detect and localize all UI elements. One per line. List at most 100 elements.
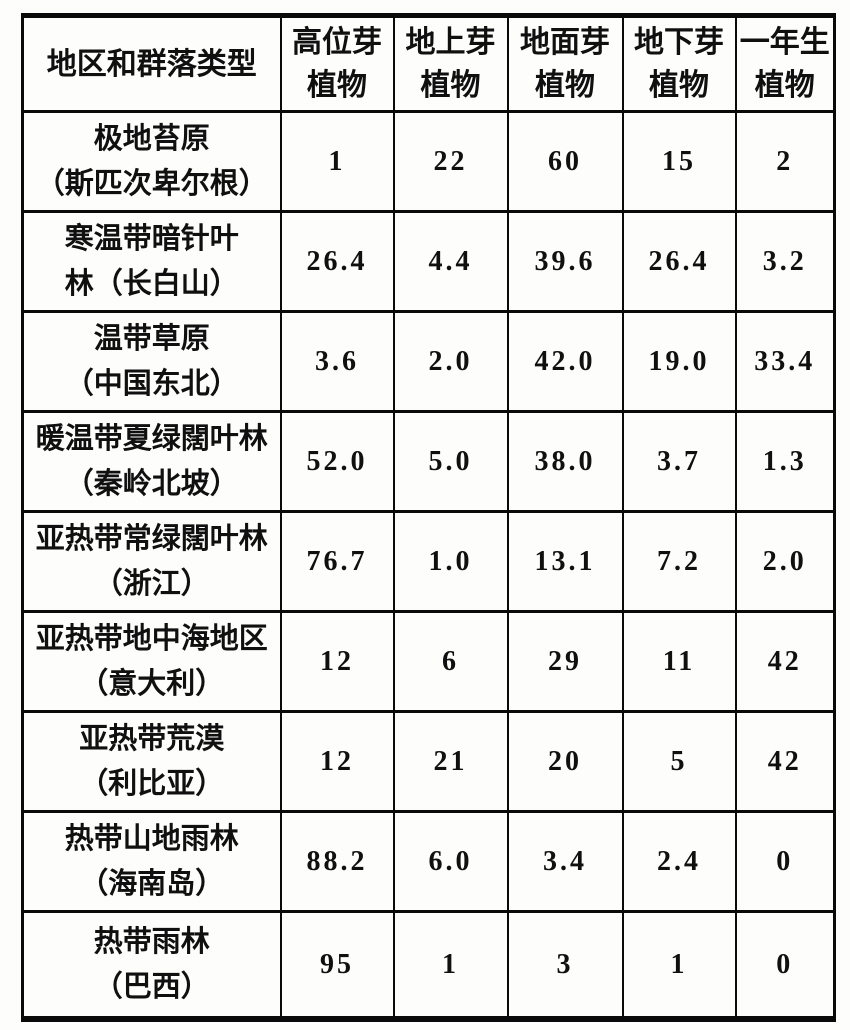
value-cell: 1.0	[392, 510, 509, 613]
table-row: 亚热带常绿闊叶林 （浙江） 76.7 1.0 13.1 7.2 2.0	[21, 510, 836, 613]
region-cell: 暖温带夏绿闊叶林 （秦岭北坡）	[21, 410, 282, 513]
value-cell: 6	[392, 610, 509, 713]
region-name: 亚热带地中海地区	[35, 622, 268, 655]
value-cell: 39.6	[506, 210, 624, 313]
value-cell: 88.2	[279, 810, 395, 913]
region-cell: 亚热带地中海地区 （意大利）	[21, 610, 282, 713]
value-cell: 52.0	[279, 410, 395, 513]
table-row: 亚热带地中海地区 （意大利） 12 6 29 11 42	[21, 610, 836, 713]
value-cell: 2	[734, 110, 836, 213]
region-cell: 亚热带常绿闊叶林 （浙江）	[21, 510, 282, 613]
value-cell: 3.2	[734, 210, 836, 313]
value-cell: 13.1	[506, 510, 624, 613]
value-cell: 3	[506, 910, 624, 1021]
region-name: 亚热带常绿闊叶林	[35, 522, 268, 555]
col-header-geophytes: 地下芽 植物	[621, 14, 737, 113]
col-header-region-type: 地区和群落类型	[21, 14, 282, 113]
region-name: 极地苔原	[93, 122, 210, 155]
region-name: 亚热带荒漠	[79, 722, 225, 755]
value-cell: 6.0	[392, 810, 509, 913]
value-cell: 2.4	[621, 810, 737, 913]
value-cell: 29	[506, 610, 624, 713]
value-cell: 0	[734, 910, 836, 1021]
value-cell: 7.2	[621, 510, 737, 613]
value-cell: 60	[506, 110, 624, 213]
value-cell: 3.4	[506, 810, 624, 913]
table-row: 极地苔原 （斯匹次卑尔根） 1 22 60 15 2	[21, 110, 836, 213]
value-cell: 1	[279, 110, 395, 213]
table-row: 暖温带夏绿闊叶林 （秦岭北坡） 52.0 5.0 38.0 3.7 1.3	[21, 410, 836, 513]
header-label: 地上芽	[405, 26, 496, 59]
header-label: 地区和群落类型	[46, 47, 257, 81]
value-cell: 42.0	[506, 310, 624, 413]
region-cell: 寒温带暗针叶 林（长白山）	[21, 210, 282, 313]
region-cell: 热带山地雨林 （海南岛）	[21, 810, 282, 913]
value-cell: 4.4	[392, 210, 509, 313]
region-cell: 极地苔原 （斯匹次卑尔根）	[21, 110, 282, 213]
region-name: 温带草原	[93, 322, 210, 355]
value-cell: 1	[621, 910, 737, 1021]
col-header-therophytes: 一年生 植物	[734, 14, 836, 113]
value-cell: 26.4	[279, 210, 395, 313]
value-cell: 3.7	[621, 410, 737, 513]
header-label: 植物	[535, 69, 595, 102]
value-cell: 95	[279, 910, 395, 1021]
value-cell: 21	[392, 710, 509, 813]
value-cell: 1	[392, 910, 509, 1021]
value-cell: 5	[621, 710, 737, 813]
region-location: （秦岭北坡）	[64, 467, 239, 500]
value-cell: 33.4	[734, 310, 836, 413]
header-label: 植物	[754, 69, 815, 102]
region-name: 寒温带暗针叶	[64, 222, 239, 255]
region-location: （中国东北）	[64, 367, 239, 400]
value-cell: 76.7	[279, 510, 395, 613]
region-location: （巴西）	[93, 970, 210, 1003]
region-name: 暖温带夏绿闊叶林	[35, 422, 268, 455]
value-cell: 15	[621, 110, 737, 213]
value-cell: 1.3	[734, 410, 836, 513]
region-location: 林（长白山）	[64, 267, 239, 300]
value-cell: 42	[734, 610, 836, 713]
value-cell: 2.0	[734, 510, 836, 613]
header-label: 地下芽	[634, 26, 724, 59]
value-cell: 42	[734, 710, 836, 813]
region-location: （海南岛）	[79, 867, 225, 900]
value-cell: 5.0	[392, 410, 509, 513]
value-cell: 22	[392, 110, 509, 213]
region-location: （意大利）	[79, 667, 225, 700]
header-label: 植物	[420, 69, 481, 102]
value-cell: 11	[621, 610, 737, 713]
region-cell: 热带雨林 （巴西）	[21, 910, 282, 1021]
value-cell: 2.0	[392, 310, 509, 413]
region-location: （斯匹次卑尔根）	[35, 167, 268, 200]
region-name: 热带雨林	[93, 925, 210, 958]
value-cell: 0	[734, 810, 836, 913]
region-cell: 亚热带荒漠 （利比亚）	[21, 710, 282, 813]
table-row: 热带山地雨林 （海南岛） 88.2 6.0 3.4 2.4 0	[21, 810, 836, 913]
header-label: 地面芽	[520, 26, 610, 59]
value-cell: 12	[279, 710, 395, 813]
value-cell: 26.4	[621, 210, 737, 313]
value-cell: 38.0	[506, 410, 624, 513]
value-cell: 12	[279, 610, 395, 713]
life-form-spectrum-table: 地区和群落类型 高位芽 植物 地上芽 植物 地面芽 植物 地下芽 植物	[21, 13, 836, 1022]
col-header-hemicryptophytes: 地面芽 植物	[506, 14, 624, 113]
table-row: 热带雨林 （巴西） 95 1 3 1 0	[21, 910, 836, 1021]
col-header-phanerophytes: 高位芽 植物	[279, 14, 395, 113]
col-header-chamaephytes: 地上芽 植物	[392, 14, 509, 113]
region-cell: 温带草原 （中国东北）	[21, 310, 282, 413]
region-location: （浙江）	[93, 567, 210, 600]
table-row: 寒温带暗针叶 林（长白山） 26.4 4.4 39.6 26.4 3.2	[21, 210, 836, 313]
region-name: 热带山地雨林	[64, 822, 239, 855]
header-label: 一年生	[739, 26, 830, 59]
table-row: 温带草原 （中国东北） 3.6 2.0 42.0 19.0 33.4	[21, 310, 836, 413]
value-cell: 19.0	[621, 310, 737, 413]
header-label: 植物	[649, 69, 709, 102]
region-location: （利比亚）	[79, 767, 225, 800]
header-row: 地区和群落类型 高位芽 植物 地上芽 植物 地面芽 植物 地下芽 植物	[21, 14, 836, 113]
table-row: 亚热带荒漠 （利比亚） 12 21 20 5 42	[21, 710, 836, 813]
value-cell: 20	[506, 710, 624, 813]
value-cell: 3.6	[279, 310, 395, 413]
header-label: 高位芽	[292, 26, 382, 59]
